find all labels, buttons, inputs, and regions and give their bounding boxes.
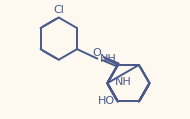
Text: Cl: Cl	[53, 5, 64, 15]
Text: NH: NH	[115, 77, 131, 87]
Text: O: O	[92, 48, 101, 58]
Text: NH: NH	[100, 54, 117, 64]
Text: HO: HO	[98, 97, 115, 107]
